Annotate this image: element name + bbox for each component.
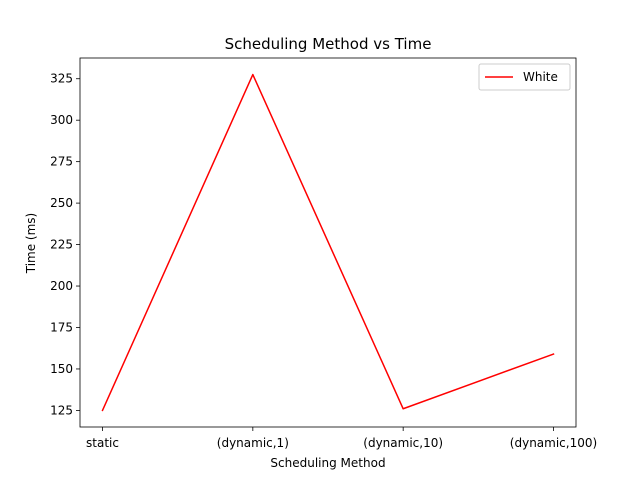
plot-frame xyxy=(79,57,577,428)
y-tick-label: 325 xyxy=(50,72,73,86)
x-tick-label: (dynamic,10) xyxy=(363,436,443,450)
y-tick-label: 125 xyxy=(50,403,73,417)
series-line-0 xyxy=(101,73,555,412)
x-tick-label: (dynamic,1) xyxy=(217,436,289,450)
y-tick-label: 150 xyxy=(50,362,73,376)
y-axis-label: Time (ms) xyxy=(24,213,38,275)
x-axis-label: Scheduling Method xyxy=(270,456,385,470)
legend-box xyxy=(478,63,571,91)
y-tick-label: 250 xyxy=(50,196,73,210)
y-tick-label: 200 xyxy=(50,279,73,293)
plot-area: static (dynamic,1) (dynamic,10) (dynamic,10… xyxy=(50,57,597,450)
legend: White xyxy=(478,63,571,91)
y-tick-label: 225 xyxy=(50,238,73,252)
y-tick-label: 175 xyxy=(50,320,73,334)
chart-title: Scheduling Method vs Time xyxy=(225,35,432,53)
y-tick-label: 300 xyxy=(50,113,73,127)
x-tick-label: static xyxy=(86,436,119,450)
legend-label: White xyxy=(523,70,558,84)
x-tick-label: (dynamic,100) xyxy=(510,436,597,450)
y-tick-label: 275 xyxy=(50,155,73,169)
